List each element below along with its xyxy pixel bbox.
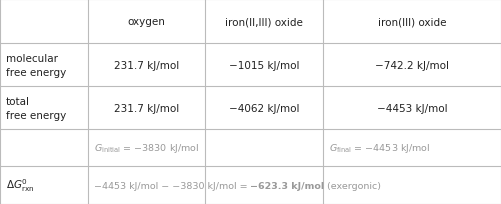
- Text: $G_\mathrm{final}$ = −4453 kJ/mol: $G_\mathrm{final}$ = −4453 kJ/mol: [329, 141, 430, 154]
- Text: 231.7 kJ/mol: 231.7 kJ/mol: [114, 60, 179, 70]
- Text: −1015 kJ/mol: −1015 kJ/mol: [229, 60, 300, 70]
- Text: molecular
free energy: molecular free energy: [6, 53, 66, 77]
- Text: 231.7 kJ/mol: 231.7 kJ/mol: [114, 103, 179, 113]
- Text: iron(II,III) oxide: iron(II,III) oxide: [225, 17, 303, 27]
- Text: $\Delta G^0_\mathrm{rxn}$: $\Delta G^0_\mathrm{rxn}$: [6, 177, 35, 193]
- Text: −742.2 kJ/mol: −742.2 kJ/mol: [375, 60, 449, 70]
- Text: total
free energy: total free energy: [6, 96, 66, 120]
- Text: −623.3 kJ/mol: −623.3 kJ/mol: [250, 181, 325, 190]
- Text: iron(III) oxide: iron(III) oxide: [378, 17, 446, 27]
- Text: (exergonic): (exergonic): [325, 181, 381, 190]
- Text: $G_\mathrm{initial}$ = −3830 kJ/mol: $G_\mathrm{initial}$ = −3830 kJ/mol: [94, 141, 199, 154]
- Text: oxygen: oxygen: [128, 17, 165, 27]
- Text: −4453 kJ/mol − −3830 kJ/mol =: −4453 kJ/mol − −3830 kJ/mol =: [94, 181, 250, 190]
- Text: −4062 kJ/mol: −4062 kJ/mol: [229, 103, 300, 113]
- Text: −4453 kJ/mol: −4453 kJ/mol: [377, 103, 447, 113]
